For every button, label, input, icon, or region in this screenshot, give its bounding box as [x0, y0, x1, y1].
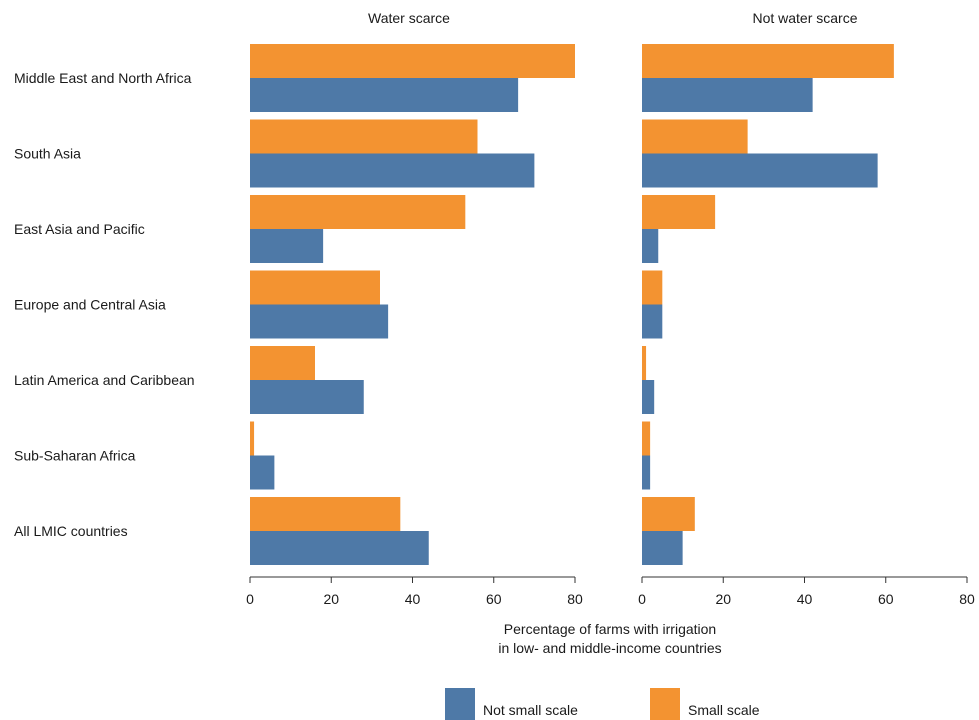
bar-not-water-scarce-europe-and-central-asia-not-small-scale — [642, 304, 663, 339]
bar-water-scarce-all-lmic-countries-small-scale — [250, 497, 401, 531]
x-tick-label: 20 — [323, 591, 339, 607]
bar-water-scarce-sub-saharan-africa-not-small-scale — [250, 455, 275, 490]
x-tick-label: 60 — [878, 591, 894, 607]
bar-not-water-scarce-all-lmic-countries-not-small-scale — [642, 531, 683, 565]
bar-water-scarce-all-lmic-countries-not-small-scale — [250, 531, 429, 565]
x-tick-label: 20 — [715, 591, 731, 607]
bar-water-scarce-latin-america-and-caribbean-not-small-scale — [250, 380, 364, 414]
bar-water-scarce-east-asia-and-pacific-not-small-scale — [250, 229, 324, 263]
bar-not-water-scarce-middle-east-and-north-africa-small-scale — [642, 44, 894, 78]
category-labels: Middle East and North Africa South Asia Ea… — [14, 70, 195, 539]
bar-not-water-scarce-east-asia-and-pacific-not-small-scale — [642, 229, 659, 263]
x-tick-label: 80 — [567, 591, 583, 607]
x-tick-label: 40 — [405, 591, 421, 607]
x-axis-water-scarce: 0 20 40 60 80 — [246, 576, 583, 607]
bar-not-water-scarce-all-lmic-countries-small-scale — [642, 497, 695, 531]
panel-title-not-water-scarce: Not water scarce — [752, 10, 857, 26]
bar-water-scarce-south-asia-small-scale — [250, 119, 478, 154]
x-axis-label-line1: Percentage of farms with irrigation — [504, 621, 716, 637]
bar-not-water-scarce-sub-saharan-africa-small-scale — [642, 421, 651, 456]
legend-swatch-not-small-scale — [445, 688, 475, 720]
bar-water-scarce-europe-and-central-asia-small-scale — [250, 270, 380, 305]
bar-not-water-scarce-latin-america-and-caribbean-not-small-scale — [642, 380, 655, 414]
panel-water-scarce: Water scarce 0 20 40 60 80 — [246, 10, 583, 607]
category-label-east-asia-and-pacific: East Asia and Pacific — [14, 221, 145, 237]
x-tick-label: 60 — [486, 591, 502, 607]
bar-water-scarce-middle-east-and-north-africa-small-scale — [250, 44, 575, 78]
bar-water-scarce-latin-america-and-caribbean-small-scale — [250, 346, 315, 380]
bar-not-water-scarce-sub-saharan-africa-not-small-scale — [642, 455, 651, 490]
bars-not-water-scarce — [642, 44, 894, 565]
x-tick-label: 40 — [797, 591, 813, 607]
x-tick-label: 0 — [638, 591, 646, 607]
legend-swatch-small-scale — [650, 688, 680, 720]
x-tick-label: 0 — [246, 591, 254, 607]
bars-water-scarce — [250, 44, 575, 565]
bar-not-water-scarce-middle-east-and-north-africa-not-small-scale — [642, 78, 813, 112]
bar-water-scarce-south-asia-not-small-scale — [250, 153, 535, 188]
category-label-all-lmic-countries: All LMIC countries — [14, 523, 128, 539]
category-label-middle-east-and-north-africa: Middle East and North Africa — [14, 70, 192, 86]
legend-label-small-scale: Small scale — [688, 702, 760, 718]
bar-not-water-scarce-south-asia-not-small-scale — [642, 153, 878, 188]
bar-not-water-scarce-east-asia-and-pacific-small-scale — [642, 195, 716, 229]
bar-not-water-scarce-south-asia-small-scale — [642, 119, 748, 154]
x-axis-label-line2: in low- and middle-income countries — [498, 640, 721, 656]
category-label-latin-america-and-caribbean: Latin America and Caribbean — [14, 372, 195, 388]
bar-not-water-scarce-latin-america-and-caribbean-small-scale — [642, 346, 647, 380]
x-axis-not-water-scarce: 0 20 40 60 80 — [638, 576, 975, 607]
legend: Not small scale Small scale — [445, 688, 760, 720]
category-label-south-asia: South Asia — [14, 146, 81, 162]
x-tick-label: 80 — [959, 591, 975, 607]
bar-water-scarce-europe-and-central-asia-not-small-scale — [250, 304, 389, 339]
bar-water-scarce-sub-saharan-africa-small-scale — [250, 421, 255, 456]
legend-label-not-small-scale: Not small scale — [483, 702, 578, 718]
panel-not-water-scarce: Not water scarce 0 20 40 60 80 — [638, 10, 975, 607]
bar-not-water-scarce-europe-and-central-asia-small-scale — [642, 270, 663, 305]
panel-title-water-scarce: Water scarce — [368, 10, 450, 26]
bar-water-scarce-middle-east-and-north-africa-not-small-scale — [250, 78, 519, 112]
category-label-europe-and-central-asia: Europe and Central Asia — [14, 297, 166, 313]
bar-water-scarce-east-asia-and-pacific-small-scale — [250, 195, 466, 229]
category-label-sub-saharan-africa: Sub-Saharan Africa — [14, 448, 136, 464]
